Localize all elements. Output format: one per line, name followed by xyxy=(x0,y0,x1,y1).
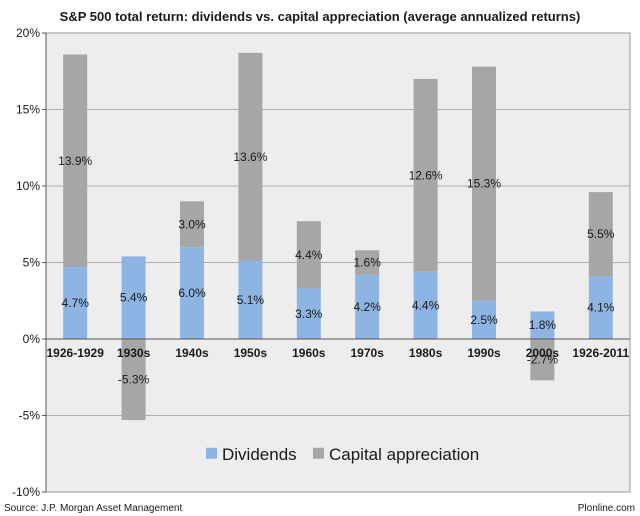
data-label-dividends: 5.4% xyxy=(120,291,148,305)
bar-capital-appreciation xyxy=(63,54,88,268)
bar-dividends xyxy=(180,247,204,339)
legend: Dividends Capital appreciation xyxy=(206,445,479,464)
y-tick-label: -10% xyxy=(12,485,40,499)
bar-capital-appreciation xyxy=(355,250,380,275)
data-label-capital-appreciation: 12.6% xyxy=(409,168,443,182)
bar-dividends xyxy=(588,276,613,339)
data-label-capital-appreciation: 15.3% xyxy=(467,177,501,191)
data-label-capital-appreciation: 1.6% xyxy=(354,256,382,270)
legend-label: Capital appreciation xyxy=(329,445,479,464)
y-tick-label: 5% xyxy=(23,256,41,270)
x-category-label: 1926-2011 xyxy=(572,346,629,360)
data-label-capital-appreciation: 4.4% xyxy=(295,248,323,262)
source-note: Source: J.P. Morgan Asset Management xyxy=(4,503,182,514)
bar-capital-appreciation xyxy=(413,78,438,272)
bars xyxy=(63,52,613,421)
data-label-capital-appreciation: 3.0% xyxy=(178,217,206,231)
bar-capital-appreciation xyxy=(121,339,146,421)
legend-label: Dividends xyxy=(222,445,297,464)
bar-dividends xyxy=(355,274,380,339)
y-tick-label: 10% xyxy=(16,179,40,193)
bar-capital-appreciation xyxy=(296,221,321,289)
data-label-dividends: 4.1% xyxy=(587,301,615,315)
x-category-label: 1980s xyxy=(409,346,443,360)
bar-capital-appreciation xyxy=(588,192,613,277)
data-label-dividends: 6.0% xyxy=(178,286,206,300)
data-label-dividends: 3.3% xyxy=(295,307,323,321)
x-category-label: 1990s xyxy=(467,346,501,360)
x-category-label: 1940s xyxy=(175,346,209,360)
bar-dividends xyxy=(413,271,438,339)
data-label-capital-appreciation: 5.5% xyxy=(587,227,615,241)
bar-capital-appreciation xyxy=(530,339,555,381)
data-label-capital-appreciation: -2.7% xyxy=(527,353,559,367)
data-labels: 4.7% 13.9% 5.4% -5.3% 6.0% 3.0% 5.1% 13.6% 3.3% 4… xyxy=(58,150,615,387)
chart-title: S&P 500 total return: dividends vs. capi… xyxy=(60,9,581,24)
bar-dividends xyxy=(530,311,555,339)
bar-dividends xyxy=(121,256,146,339)
bar-dividends xyxy=(63,267,88,339)
axes: -10% -5% 0% 5% 10% 15% 20% 1926-1929 1930s 1940s 1… xyxy=(12,26,630,499)
data-label-dividends: 5.1% xyxy=(237,293,265,307)
y-tick-label: -5% xyxy=(19,409,41,423)
x-category-label: 1950s xyxy=(234,346,268,360)
data-label-dividends: 1.8% xyxy=(529,318,557,332)
data-label-dividends: 4.7% xyxy=(62,296,90,310)
data-label-dividends: 4.4% xyxy=(412,298,440,312)
x-category-label: 1960s xyxy=(292,346,326,360)
y-tick-label: 0% xyxy=(23,332,41,346)
brand-label: Plonline.com xyxy=(578,503,635,514)
data-label-dividends: 2.5% xyxy=(470,313,498,327)
x-category-label: 1930s xyxy=(117,346,151,360)
legend-swatch xyxy=(206,447,217,459)
data-label-capital-appreciation: 13.6% xyxy=(233,150,267,164)
x-category-label: 1926-1929 xyxy=(47,346,105,360)
bar-capital-appreciation xyxy=(180,201,204,248)
bar-dividends xyxy=(296,288,321,339)
data-label-capital-appreciation: 13.9% xyxy=(58,154,92,168)
x-category-label: 2000s xyxy=(526,346,560,360)
bar-capital-appreciation xyxy=(238,52,263,261)
bar-dividends xyxy=(472,300,496,339)
bar-capital-appreciation xyxy=(472,66,496,301)
y-tick-label: 15% xyxy=(16,103,40,117)
bar-dividends xyxy=(238,260,263,339)
data-label-capital-appreciation: -5.3% xyxy=(118,373,150,387)
data-label-dividends: 4.2% xyxy=(354,300,382,314)
legend-swatch xyxy=(313,447,324,459)
y-tick-label: 20% xyxy=(16,26,40,40)
x-category-label: 1970s xyxy=(351,346,385,360)
